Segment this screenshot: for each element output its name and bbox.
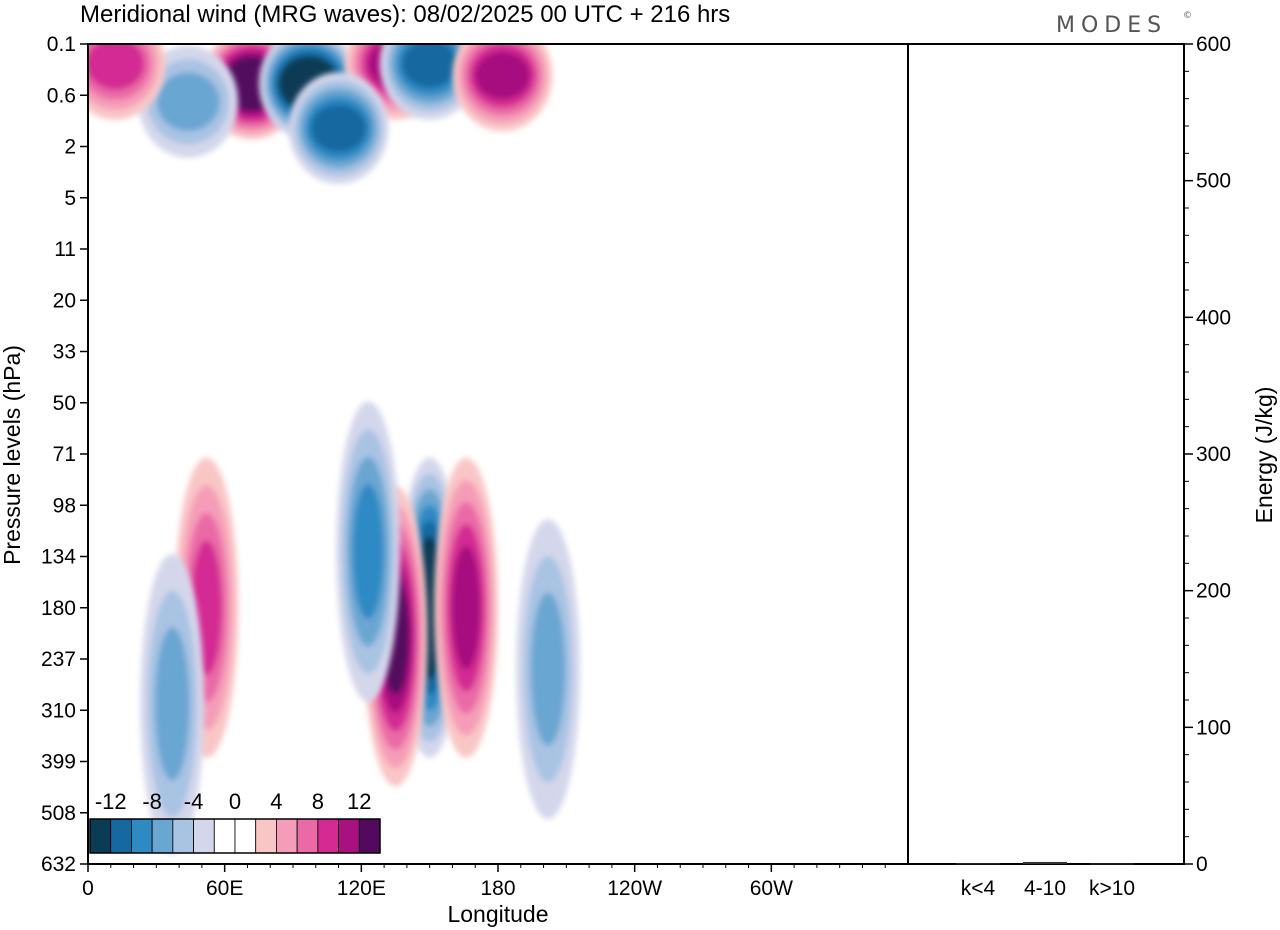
longitude-tick-label: 0 bbox=[82, 877, 94, 900]
contour-feature bbox=[516, 519, 581, 820]
pressure-axis: 0.1 0.6 2 5 11 20 33 50 71 98 134 180 237 310 399 508 63… bbox=[41, 33, 88, 876]
energy-tick-label: 400 bbox=[1196, 306, 1231, 329]
contour-field bbox=[88, 44, 581, 854]
contour-feature bbox=[336, 401, 401, 702]
energy-bar bbox=[1090, 863, 1134, 865]
colorbar-cell bbox=[213, 818, 236, 854]
pressure-tick-label: 11 bbox=[54, 238, 76, 261]
contour-feature bbox=[88, 44, 166, 120]
svg-text:MODES: MODES bbox=[1056, 13, 1167, 38]
energy-category-label: k>10 bbox=[1089, 877, 1135, 900]
colorbar-label: -8 bbox=[142, 789, 162, 814]
pressure-tick-label: 98 bbox=[53, 494, 76, 517]
pressure-tick-label: 71 bbox=[53, 443, 76, 466]
pressure-tick-label: 33 bbox=[53, 341, 76, 364]
colorbar-label: 8 bbox=[312, 789, 324, 814]
brand-logo: MODES © bbox=[1056, 11, 1192, 38]
pressure-tick-label: 237 bbox=[41, 648, 76, 671]
colorbar-cell bbox=[296, 818, 319, 854]
colorbar-label: 4 bbox=[270, 789, 282, 814]
energy-bar bbox=[956, 863, 1000, 865]
colorbar-cell bbox=[110, 818, 132, 854]
energy-tick-label: 200 bbox=[1196, 580, 1231, 603]
pressure-tick-label: 310 bbox=[41, 699, 76, 722]
energy-panel: 0 100 200 300 400 500 600 k<4 4-10 k>10 Energy (… bbox=[907, 33, 1277, 900]
longitude-tick-label: 60E bbox=[206, 877, 243, 900]
colorbar-cell bbox=[151, 818, 174, 854]
colorbar-label: 12 bbox=[347, 789, 371, 814]
colorbar-frame bbox=[89, 818, 381, 854]
colorbar-cell bbox=[131, 818, 153, 854]
contour-level bbox=[530, 592, 566, 746]
colorbar-label: 0 bbox=[229, 789, 241, 814]
colorbar-labels: -12 -8 -4 0 4 8 12 bbox=[95, 789, 372, 814]
y-axis-title: Pressure levels (hPa) bbox=[0, 345, 25, 565]
energy-tick-label: 600 bbox=[1196, 33, 1231, 56]
energy-category-label: k<4 bbox=[961, 877, 996, 900]
energy-bar bbox=[1023, 861, 1067, 864]
colorbar-cell bbox=[358, 818, 381, 854]
energy-categories: k<4 4-10 k>10 bbox=[961, 877, 1135, 900]
colorbar-cell bbox=[317, 818, 339, 854]
contour-level bbox=[352, 484, 384, 620]
svg-text:©: © bbox=[1183, 11, 1192, 21]
contour-feature bbox=[140, 553, 205, 854]
energy-frame bbox=[907, 43, 1185, 865]
longitude-tick-label: 120W bbox=[607, 877, 662, 900]
pressure-tick-label: 2 bbox=[64, 136, 76, 159]
longitude-tick-label: 180 bbox=[480, 877, 515, 900]
colorbar-label: -12 bbox=[95, 789, 127, 814]
contour-feature bbox=[434, 457, 499, 758]
pressure-tick-label: 399 bbox=[41, 751, 76, 774]
contour-level bbox=[154, 627, 190, 781]
colorbar-cell bbox=[89, 818, 112, 854]
colorbar: -12 -8 -4 0 4 8 12 bbox=[89, 789, 381, 854]
colorbar-cell bbox=[338, 818, 360, 854]
energy-tick-label: 100 bbox=[1196, 716, 1231, 739]
contour-level bbox=[88, 44, 145, 90]
contour-level bbox=[310, 104, 367, 153]
pressure-tick-label: 632 bbox=[41, 853, 76, 876]
pressure-tick-label: 5 bbox=[64, 187, 76, 210]
contour-feature bbox=[288, 72, 389, 185]
longitude-axis: 0 60E 120E 180 120W 60W bbox=[82, 864, 886, 900]
longitude-tick-label: 120E bbox=[337, 877, 386, 900]
contour-feature bbox=[452, 44, 553, 132]
contour-level bbox=[451, 545, 481, 670]
pressure-tick-label: 50 bbox=[53, 392, 76, 415]
heatmap-panel: 0.1 0.6 2 5 11 20 33 50 71 98 134 180 237 310 399 508 63… bbox=[0, 33, 909, 927]
longitude-tick-label: 60W bbox=[750, 877, 793, 900]
colorbar-cells bbox=[89, 818, 381, 854]
colorbar-label: -4 bbox=[184, 789, 204, 814]
energy-axis: 0 100 200 300 400 500 600 bbox=[1184, 33, 1231, 876]
colorbar-cell bbox=[276, 818, 298, 854]
energy-tick-label: 300 bbox=[1196, 443, 1231, 466]
contour-level bbox=[156, 72, 220, 132]
energy-bars bbox=[956, 861, 1134, 865]
colorbar-cell bbox=[255, 818, 277, 854]
colorbar-cell bbox=[234, 818, 257, 854]
energy-axis-title: Energy (J/kg) bbox=[1251, 387, 1277, 524]
energy-category-label: 4-10 bbox=[1024, 877, 1066, 900]
contour-level bbox=[402, 44, 458, 88]
pressure-tick-label: 134 bbox=[41, 546, 76, 569]
pressure-tick-label: 0.1 bbox=[47, 33, 76, 56]
contour-feature bbox=[379, 44, 480, 120]
chart-title: Meridional wind (MRG waves): 08/02/2025 … bbox=[80, 1, 730, 28]
contour-level bbox=[474, 51, 531, 100]
x-axis-title: Longitude bbox=[447, 901, 548, 927]
pressure-tick-label: 508 bbox=[41, 802, 76, 825]
pressure-tick-label: 0.6 bbox=[47, 84, 76, 107]
energy-tick-label: 0 bbox=[1196, 853, 1208, 876]
colorbar-cell bbox=[172, 818, 194, 854]
energy-tick-label: 500 bbox=[1196, 170, 1231, 193]
pressure-tick-label: 20 bbox=[53, 289, 76, 312]
pressure-tick-label: 180 bbox=[41, 597, 76, 620]
colorbar-cell bbox=[193, 818, 215, 854]
